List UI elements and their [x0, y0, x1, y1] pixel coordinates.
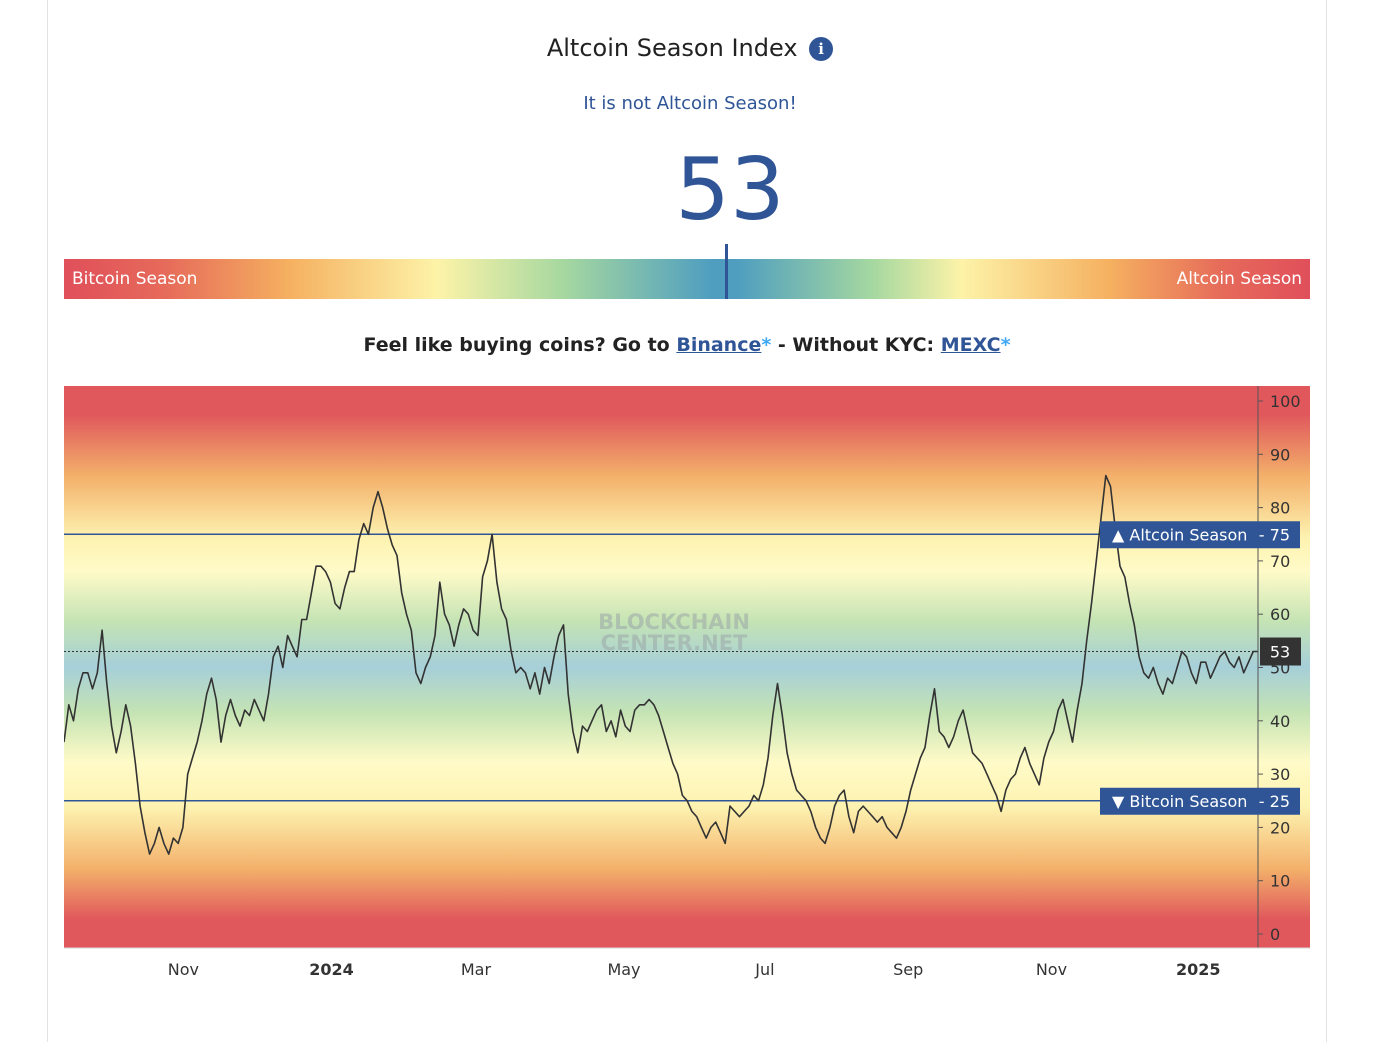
watermark: BLOCKCHAIN CENTER.NET — [598, 610, 750, 655]
y-tick-label-80: 80 — [1270, 499, 1290, 518]
mexc-star: * — [1000, 334, 1011, 356]
promo-text-middle: - Without KYC: — [771, 334, 941, 356]
promo-line: Feel like buying coins? Go to Binance* -… — [0, 334, 1374, 356]
y-tick-label-90: 90 — [1270, 445, 1290, 464]
index-title-row: Altcoin Season Index i — [0, 34, 1380, 62]
current-value-box — [1260, 637, 1301, 666]
watermark-line-2: CENTER.NET — [601, 631, 748, 655]
y-tick-label-100: 100 — [1270, 392, 1301, 411]
x-tick-label-0: Nov — [168, 960, 199, 979]
gauge-left-label: Bitcoin Season — [72, 269, 198, 289]
binance-link[interactable]: Binance — [676, 334, 762, 356]
y-tick-label-30: 30 — [1270, 765, 1290, 784]
threshold-value-1: - 25 — [1259, 792, 1290, 811]
x-tick-label-1: 2024 — [309, 960, 354, 979]
promo-text-before: Feel like buying coins? Go to — [363, 334, 677, 356]
y-tick-label-60: 60 — [1270, 605, 1290, 624]
season-gauge: Bitcoin Season Altcoin Season — [64, 259, 1310, 299]
threshold-label-box-1 — [1100, 787, 1300, 815]
current-value-label: 53 — [1270, 643, 1290, 662]
season-status: It is not Altcoin Season! — [583, 93, 797, 114]
y-tick-label-70: 70 — [1270, 552, 1290, 571]
x-tick-label-4: Jul — [754, 960, 774, 979]
gauge-needle — [725, 244, 728, 299]
info-icon[interactable]: i — [809, 37, 834, 61]
threshold-value-0: - 75 — [1259, 525, 1290, 544]
index-value: 53 — [675, 140, 785, 240]
watermark-line-1: BLOCKCHAIN — [598, 610, 750, 634]
y-tick-label-20: 20 — [1270, 818, 1290, 837]
threshold-label-0: ▲ Altcoin Season — [1112, 525, 1247, 544]
chart-svg: BLOCKCHAIN CENTER.NET 010203040506070809… — [63, 386, 1310, 979]
x-tick-label-7: 2025 — [1176, 960, 1221, 979]
threshold-label-1: ▼ Bitcoin Season — [1112, 792, 1247, 811]
x-tick-label-3: May — [607, 960, 640, 979]
y-tick-label-40: 40 — [1270, 712, 1290, 731]
index-chart: BLOCKCHAIN CENTER.NET 0 10 20 30 40 50 60 70 80 9… — [63, 386, 1310, 986]
page-title: Altcoin Season Index — [546, 34, 798, 62]
index-series-line — [63, 474, 1258, 855]
x-tick-label-6: Nov — [1036, 960, 1067, 979]
gauge-right-label: Altcoin Season — [1176, 269, 1302, 289]
x-tick-label-2: Mar — [461, 960, 492, 979]
x-tick-label-5: Sep — [893, 960, 923, 979]
y-tick-label-0: 0 — [1270, 925, 1280, 944]
y-tick-label-10: 10 — [1270, 872, 1290, 891]
chart-background — [64, 386, 1310, 948]
binance-star: * — [761, 334, 772, 356]
mexc-link[interactable]: MEXC — [940, 334, 1001, 356]
threshold-label-box-0 — [1100, 521, 1300, 549]
